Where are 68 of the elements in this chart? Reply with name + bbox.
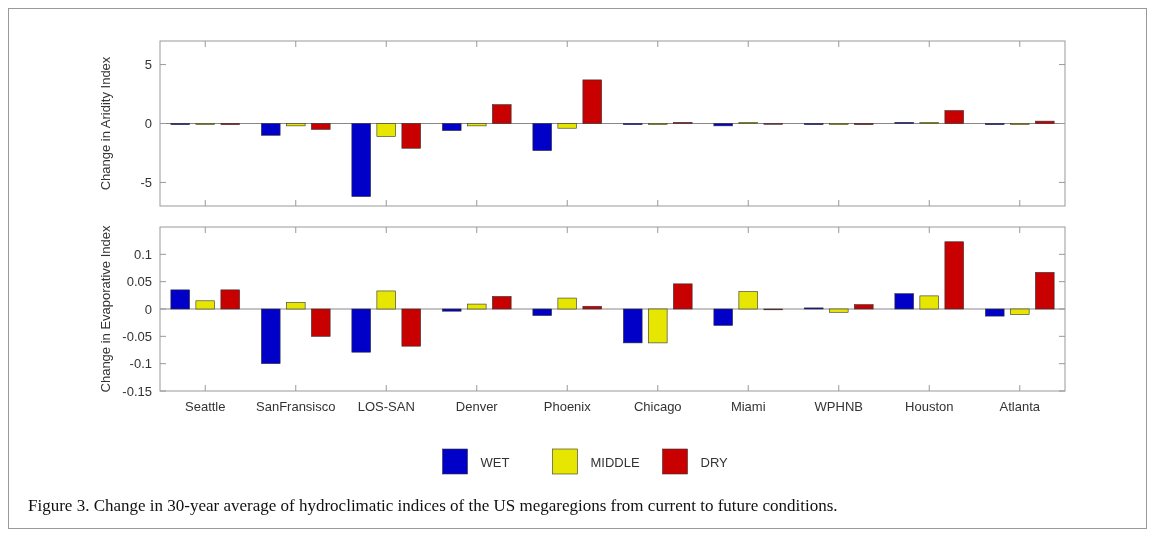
bar xyxy=(673,283,693,310)
x-tick-label: Phoenix xyxy=(543,399,592,414)
bar xyxy=(286,302,306,310)
bar xyxy=(854,304,874,310)
bar xyxy=(442,123,462,131)
bar xyxy=(557,297,577,310)
bar xyxy=(532,123,552,151)
bar xyxy=(311,123,331,130)
y-axis-title: Change in Aridity Index xyxy=(98,56,113,191)
x-tick-label: Houston xyxy=(905,399,954,414)
bar xyxy=(261,123,281,136)
bar xyxy=(376,123,396,137)
bar xyxy=(532,308,552,316)
bar xyxy=(985,308,1005,317)
bar xyxy=(919,295,939,310)
y-tick-label: -0.15 xyxy=(122,383,152,399)
legend-label: MIDDLE xyxy=(590,454,640,470)
y-tick-label: -5 xyxy=(140,174,152,190)
bar xyxy=(170,289,190,310)
bar xyxy=(582,79,602,124)
bar xyxy=(713,123,733,127)
bar xyxy=(1035,272,1055,310)
bar xyxy=(351,123,371,197)
bar xyxy=(894,293,914,310)
bar xyxy=(492,296,512,310)
legend-label: DRY xyxy=(700,454,729,470)
y-tick-label: 0 xyxy=(144,301,152,317)
bar xyxy=(220,289,240,310)
bar xyxy=(401,308,421,347)
bar xyxy=(376,290,396,310)
bar xyxy=(195,300,215,310)
x-tick-label: Chicago xyxy=(633,399,682,414)
y-tick-label: 0.1 xyxy=(133,246,152,262)
bar xyxy=(1035,120,1055,124)
x-tick-label: Miami xyxy=(730,399,766,414)
bar xyxy=(713,308,733,326)
bar xyxy=(582,305,602,310)
y-tick-label: -0.1 xyxy=(129,356,152,372)
x-tick-label: Denver xyxy=(455,399,499,414)
bar xyxy=(261,308,281,364)
bar xyxy=(467,303,487,310)
x-tick-label: Atlanta xyxy=(999,399,1041,414)
bar xyxy=(442,308,462,312)
bar xyxy=(829,308,849,313)
bar xyxy=(401,123,421,149)
bar xyxy=(1010,308,1030,315)
bar xyxy=(286,123,306,127)
legend-label: WET xyxy=(480,454,510,470)
bar xyxy=(738,291,758,310)
y-axis-title: Change in Evaporative Index xyxy=(98,225,113,393)
bar xyxy=(648,308,668,344)
x-tick-label: SanFransisco xyxy=(256,399,336,414)
bar xyxy=(623,308,643,344)
y-tick-label: 0 xyxy=(144,116,152,132)
x-tick-label: Seattle xyxy=(185,399,226,414)
x-tick-label: WPHNB xyxy=(814,399,863,414)
y-tick-label: 0.05 xyxy=(126,274,152,290)
bar xyxy=(944,241,964,310)
x-tick-label: LOS-SAN xyxy=(357,399,415,414)
bar xyxy=(944,110,964,124)
y-tick-label: 5 xyxy=(144,57,152,73)
bar xyxy=(557,123,577,129)
bar xyxy=(467,123,487,127)
bar xyxy=(351,308,371,353)
caption: Figure 3. Change in 30-year average of hydroclimatic indices of the US megaregions from current to future conditions. xyxy=(28,496,838,515)
y-tick-label: -0.05 xyxy=(122,328,152,344)
bar xyxy=(492,104,512,124)
bar xyxy=(311,308,331,337)
